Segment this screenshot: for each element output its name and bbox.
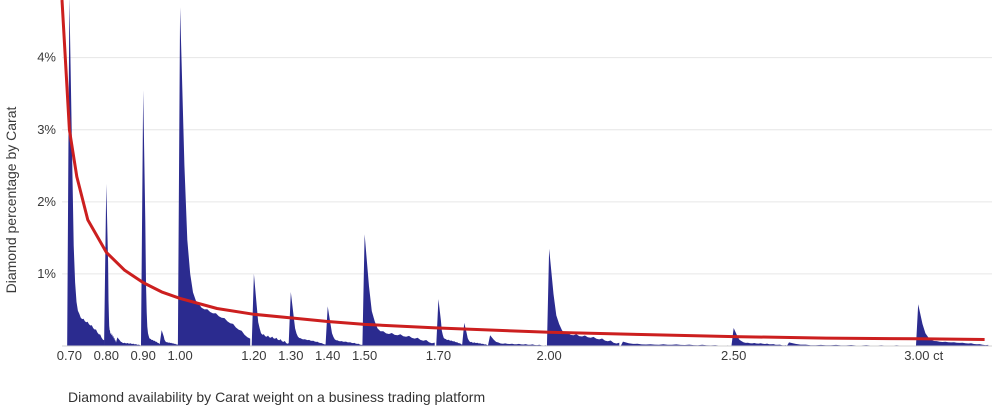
y-tick-label: 4% (37, 50, 56, 65)
x-tick-label: 0.80 (94, 348, 119, 363)
area-peak (546, 248, 620, 346)
x-tick-label: 2.50 (721, 348, 746, 363)
area-peak (115, 337, 142, 346)
area-peak (325, 306, 363, 346)
area-peak (620, 341, 729, 346)
area-peak (104, 183, 117, 346)
x-tick-label: 1.00 (167, 348, 192, 363)
x-tick-label: 1.20 (241, 348, 266, 363)
x-tick-label: 1.30 (278, 348, 303, 363)
area-peak (159, 330, 180, 346)
area-peak (177, 7, 251, 346)
trend-layer (60, 0, 985, 341)
y-tick-label: 3% (37, 122, 56, 137)
area-peak (362, 234, 435, 346)
x-tick-label: 1.50 (352, 348, 377, 363)
y-axis-title: Diamond percentage by Carat (3, 107, 19, 294)
area-peak (140, 90, 161, 347)
y-tick-labels: 1% 2% 3% 4% (37, 50, 56, 281)
trend-line (60, 0, 985, 341)
gridlines (62, 57, 992, 275)
area-peak (786, 342, 912, 346)
area-peak (251, 273, 289, 346)
x-tick-label: 1.70 (426, 348, 451, 363)
x-tick-label: 0.90 (131, 348, 156, 363)
area-peak (436, 299, 463, 346)
y-tick-label: 1% (37, 266, 56, 281)
chart-caption: Diamond availability by Carat weight on … (68, 389, 486, 405)
x-tick-label: 1.40 (315, 348, 340, 363)
area-peak (288, 291, 326, 346)
x-tick-label: 0.70 (57, 348, 82, 363)
y-tick-label: 2% (37, 194, 56, 209)
area-peak (731, 327, 787, 346)
x-tick-labels: 0.70 0.80 0.90 1.00 1.20 1.30 1.40 1.50 1.70 2.00… (57, 348, 944, 363)
area-peak (462, 322, 489, 346)
area-layer (67, 0, 989, 347)
area-peak (487, 335, 547, 346)
area-peak (67, 0, 105, 346)
x-tick-label: 2.00 (536, 348, 561, 363)
area-peak (915, 304, 989, 346)
x-tick-label: 3.00 ct (904, 348, 943, 363)
